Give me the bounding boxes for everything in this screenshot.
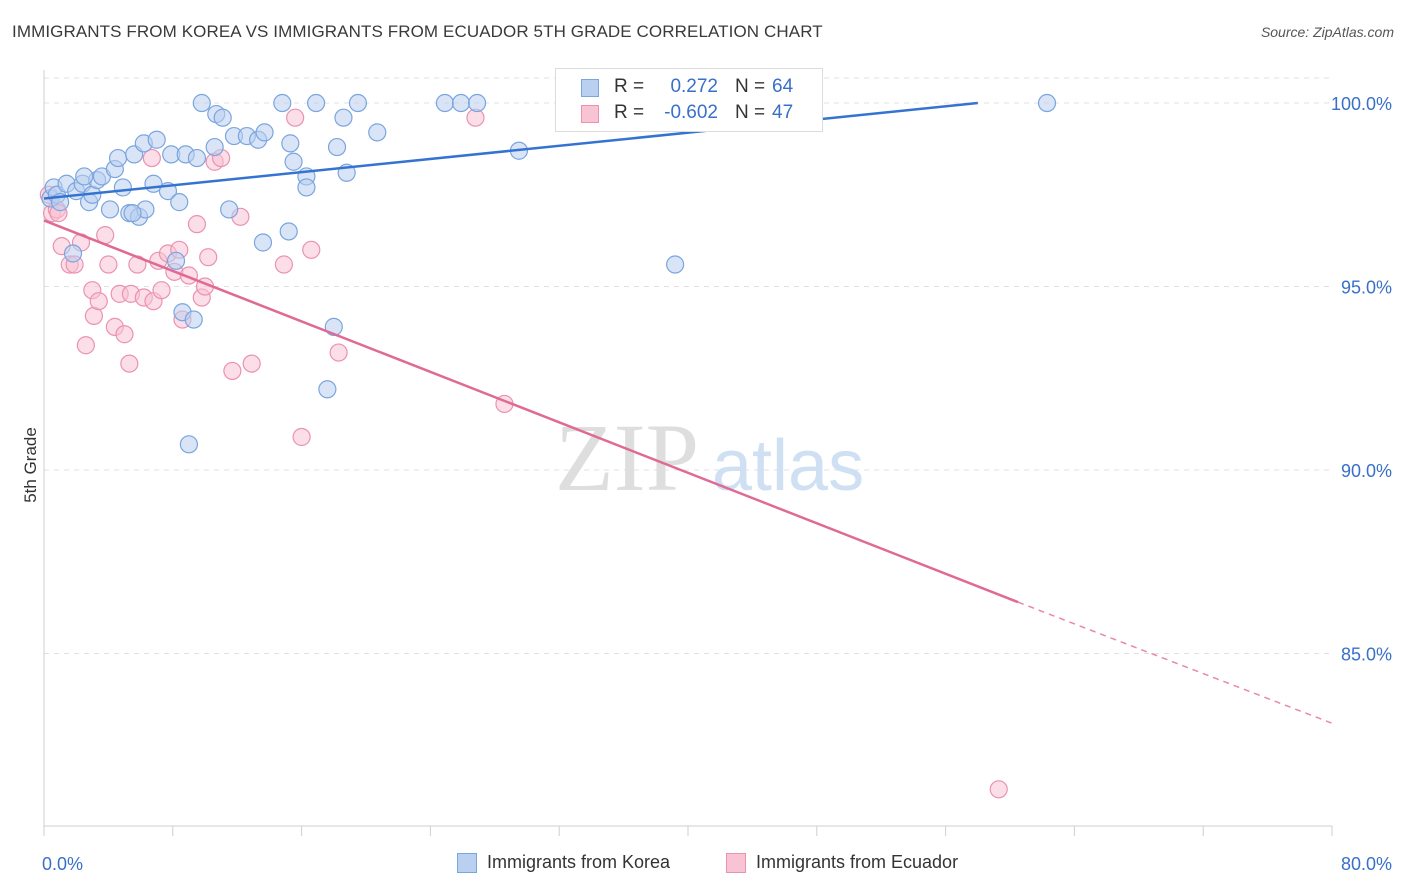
- korea-point: [63, 244, 83, 263]
- korea-point: [123, 204, 142, 223]
- korea-point: [318, 380, 337, 399]
- ecuador-point: [115, 325, 134, 344]
- korea-point: [666, 255, 685, 274]
- korea-point: [273, 93, 292, 113]
- ecuador-legend-label: Immigrants from Ecuador: [756, 852, 959, 872]
- ecuador-point: [274, 255, 293, 274]
- legend-row-korea: R = 0.272 N = 64: [556, 75, 822, 101]
- korea-series: [41, 93, 1057, 454]
- ecuador-point: [120, 354, 139, 373]
- ecuador-point: [99, 255, 118, 274]
- korea-point: [147, 130, 166, 149]
- ecuador-point: [76, 336, 95, 355]
- tick-labels: 85.0% 90.0% 95.0% 100.0% 0.0% 80.0%: [42, 94, 1392, 874]
- korea-point: [348, 93, 368, 113]
- ecuador-trendline-extension: [1017, 601, 1333, 724]
- korea-point: [284, 152, 303, 171]
- korea-legend-label: Immigrants from Korea: [487, 852, 671, 872]
- watermark-atlas: atlas: [712, 426, 864, 506]
- korea-legend-swatch: [457, 853, 477, 873]
- korea-point: [166, 251, 186, 270]
- ecuador-point: [286, 108, 305, 127]
- ecuador-point: [242, 354, 261, 373]
- korea-point: [279, 222, 298, 241]
- korea-point: [113, 178, 132, 197]
- ecuador-trendline: [43, 219, 1019, 604]
- y-tick-label: 95.0%: [1341, 278, 1392, 298]
- korea-point: [75, 167, 94, 186]
- x-tick-label-max: 80.0%: [1341, 854, 1392, 874]
- watermark-zip: ZIP: [555, 404, 699, 511]
- korea-point: [220, 200, 239, 219]
- chart-title: IMMIGRANTS FROM KOREA VS IMMIGRANTS FROM…: [12, 22, 823, 41]
- korea-n-label: N =: [735, 76, 766, 97]
- ecuador-r-label: R =: [614, 102, 645, 123]
- korea-point: [205, 137, 224, 157]
- ecuador-point: [989, 780, 1008, 799]
- ecuador-point: [329, 343, 348, 362]
- korea-n-value: 64: [772, 76, 794, 97]
- korea-point: [1037, 93, 1057, 113]
- korea-point: [451, 93, 471, 113]
- korea-point: [253, 233, 273, 252]
- korea-point: [108, 148, 128, 168]
- korea-point: [306, 93, 326, 113]
- korea-point: [435, 93, 454, 113]
- korea-point: [334, 108, 353, 127]
- ecuador-n-value: 47: [772, 102, 794, 123]
- ecuador-point: [292, 427, 311, 447]
- korea-point: [467, 93, 487, 113]
- ecuador-point: [223, 361, 242, 381]
- ecuador-point: [142, 148, 161, 168]
- korea-swatch: [581, 79, 599, 97]
- korea-point: [192, 93, 211, 113]
- korea-point: [297, 178, 316, 197]
- korea-point: [100, 200, 120, 219]
- y-axis-label: 5th Grade: [21, 427, 40, 503]
- watermark: ZIP atlas: [555, 404, 864, 511]
- ecuador-point: [199, 248, 218, 267]
- stats-legend: R = 0.272 N = 64 R = -0.602 N = 47: [555, 68, 823, 132]
- y-tick-label: 85.0%: [1341, 645, 1392, 665]
- korea-point: [187, 148, 207, 168]
- korea-r-label: R =: [614, 76, 645, 97]
- ecuador-swatch: [581, 105, 599, 123]
- ecuador-series: [39, 108, 1008, 799]
- legend-row-ecuador: R = -0.602 N = 47: [556, 101, 822, 127]
- korea-point: [281, 134, 300, 153]
- korea-r-value: 0.272: [670, 76, 718, 97]
- ecuador-n-label: N =: [735, 102, 766, 123]
- korea-point: [179, 435, 198, 454]
- source-label: Source: ZipAtlas.com: [1260, 24, 1394, 40]
- korea-point: [213, 108, 232, 127]
- ecuador-point: [152, 281, 171, 300]
- ecuador-point: [89, 292, 108, 311]
- y-tick-label: 100.0%: [1331, 94, 1392, 114]
- ecuador-r-value: -0.602: [664, 102, 718, 123]
- korea-point: [368, 123, 387, 142]
- korea-point: [255, 123, 274, 142]
- korea-point: [327, 137, 347, 157]
- x-tick-label-min: 0.0%: [42, 854, 83, 874]
- korea-point: [170, 193, 189, 212]
- ecuador-point: [187, 215, 207, 234]
- ecuador-point: [302, 240, 321, 259]
- ecuador-legend-swatch: [726, 853, 746, 873]
- korea-point: [184, 310, 203, 329]
- y-tick-label: 90.0%: [1341, 461, 1392, 481]
